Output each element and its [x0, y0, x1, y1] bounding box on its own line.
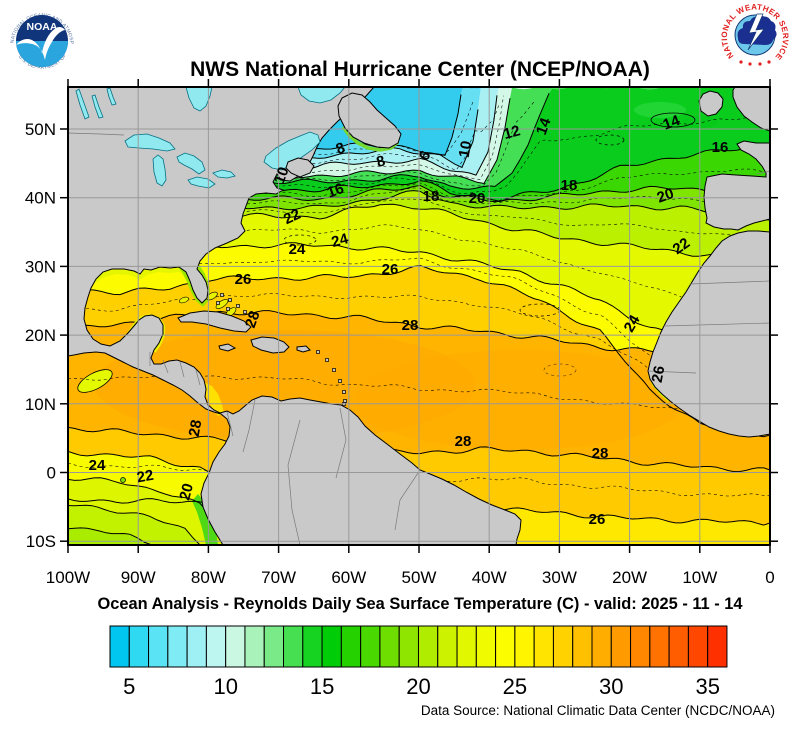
svg-text:35: 35 — [695, 674, 719, 699]
svg-text:20W: 20W — [612, 568, 647, 587]
svg-text:10: 10 — [271, 165, 293, 186]
svg-text:30: 30 — [599, 674, 623, 699]
svg-text:24: 24 — [621, 312, 644, 336]
svg-text:22: 22 — [136, 467, 155, 487]
svg-text:16: 16 — [712, 139, 729, 156]
svg-text:10S: 10S — [26, 532, 56, 551]
svg-text:70W: 70W — [261, 568, 296, 587]
svg-text:80W: 80W — [191, 568, 226, 587]
svg-text:50W: 50W — [402, 568, 437, 587]
svg-text:16: 16 — [325, 180, 346, 202]
svg-text:28: 28 — [186, 419, 206, 438]
svg-text:NOAA: NOAA — [27, 21, 58, 33]
svg-text:0: 0 — [765, 568, 774, 587]
svg-text:22: 22 — [281, 206, 303, 228]
svg-text:15: 15 — [310, 674, 334, 699]
svg-text:12: 12 — [502, 122, 523, 143]
svg-text:Ocean Analysis - Reynolds Dail: Ocean Analysis - Reynolds Daily Sea Surf… — [98, 595, 744, 613]
svg-text:20: 20 — [406, 674, 430, 699]
svg-text:5: 5 — [123, 674, 135, 699]
svg-text:NWS National Hurricane Center: NWS National Hurricane Center (NCEP/NOAA… — [190, 58, 650, 81]
svg-text:26: 26 — [382, 261, 399, 278]
svg-text:10: 10 — [456, 140, 476, 159]
svg-text:14: 14 — [533, 115, 555, 137]
svg-text:10N: 10N — [25, 395, 56, 414]
svg-text:18: 18 — [561, 177, 578, 194]
svg-text:28: 28 — [242, 309, 264, 330]
svg-text:18: 18 — [423, 188, 440, 205]
svg-text:90W: 90W — [121, 568, 156, 587]
svg-text:Data Source: National Climatic: Data Source: National Climatic Data Cent… — [421, 703, 775, 718]
svg-text:50N: 50N — [25, 120, 56, 139]
svg-text:26: 26 — [235, 271, 252, 288]
svg-text:40W: 40W — [472, 568, 507, 587]
svg-text:0: 0 — [47, 464, 56, 483]
svg-text:20: 20 — [176, 482, 197, 503]
svg-text:25: 25 — [503, 674, 527, 699]
svg-text:20: 20 — [655, 185, 676, 207]
svg-text:10W: 10W — [682, 568, 717, 587]
svg-text:24: 24 — [289, 241, 306, 258]
svg-text:28: 28 — [455, 433, 472, 450]
svg-text:26: 26 — [649, 365, 669, 384]
svg-text:20: 20 — [469, 190, 486, 207]
svg-text:24: 24 — [330, 230, 351, 251]
svg-text:28: 28 — [402, 317, 419, 334]
svg-text:22: 22 — [670, 235, 693, 258]
svg-text:20N: 20N — [25, 326, 56, 345]
svg-text:24: 24 — [89, 457, 106, 474]
svg-text:14: 14 — [661, 112, 683, 134]
svg-text:28: 28 — [592, 445, 609, 462]
svg-text:40N: 40N — [25, 189, 56, 208]
svg-text:100W: 100W — [46, 568, 90, 587]
svg-text:30N: 30N — [25, 257, 56, 276]
svg-text:30W: 30W — [542, 568, 577, 587]
svg-text:26: 26 — [589, 511, 606, 528]
svg-text:10: 10 — [213, 674, 237, 699]
svg-text:60W: 60W — [331, 568, 366, 587]
